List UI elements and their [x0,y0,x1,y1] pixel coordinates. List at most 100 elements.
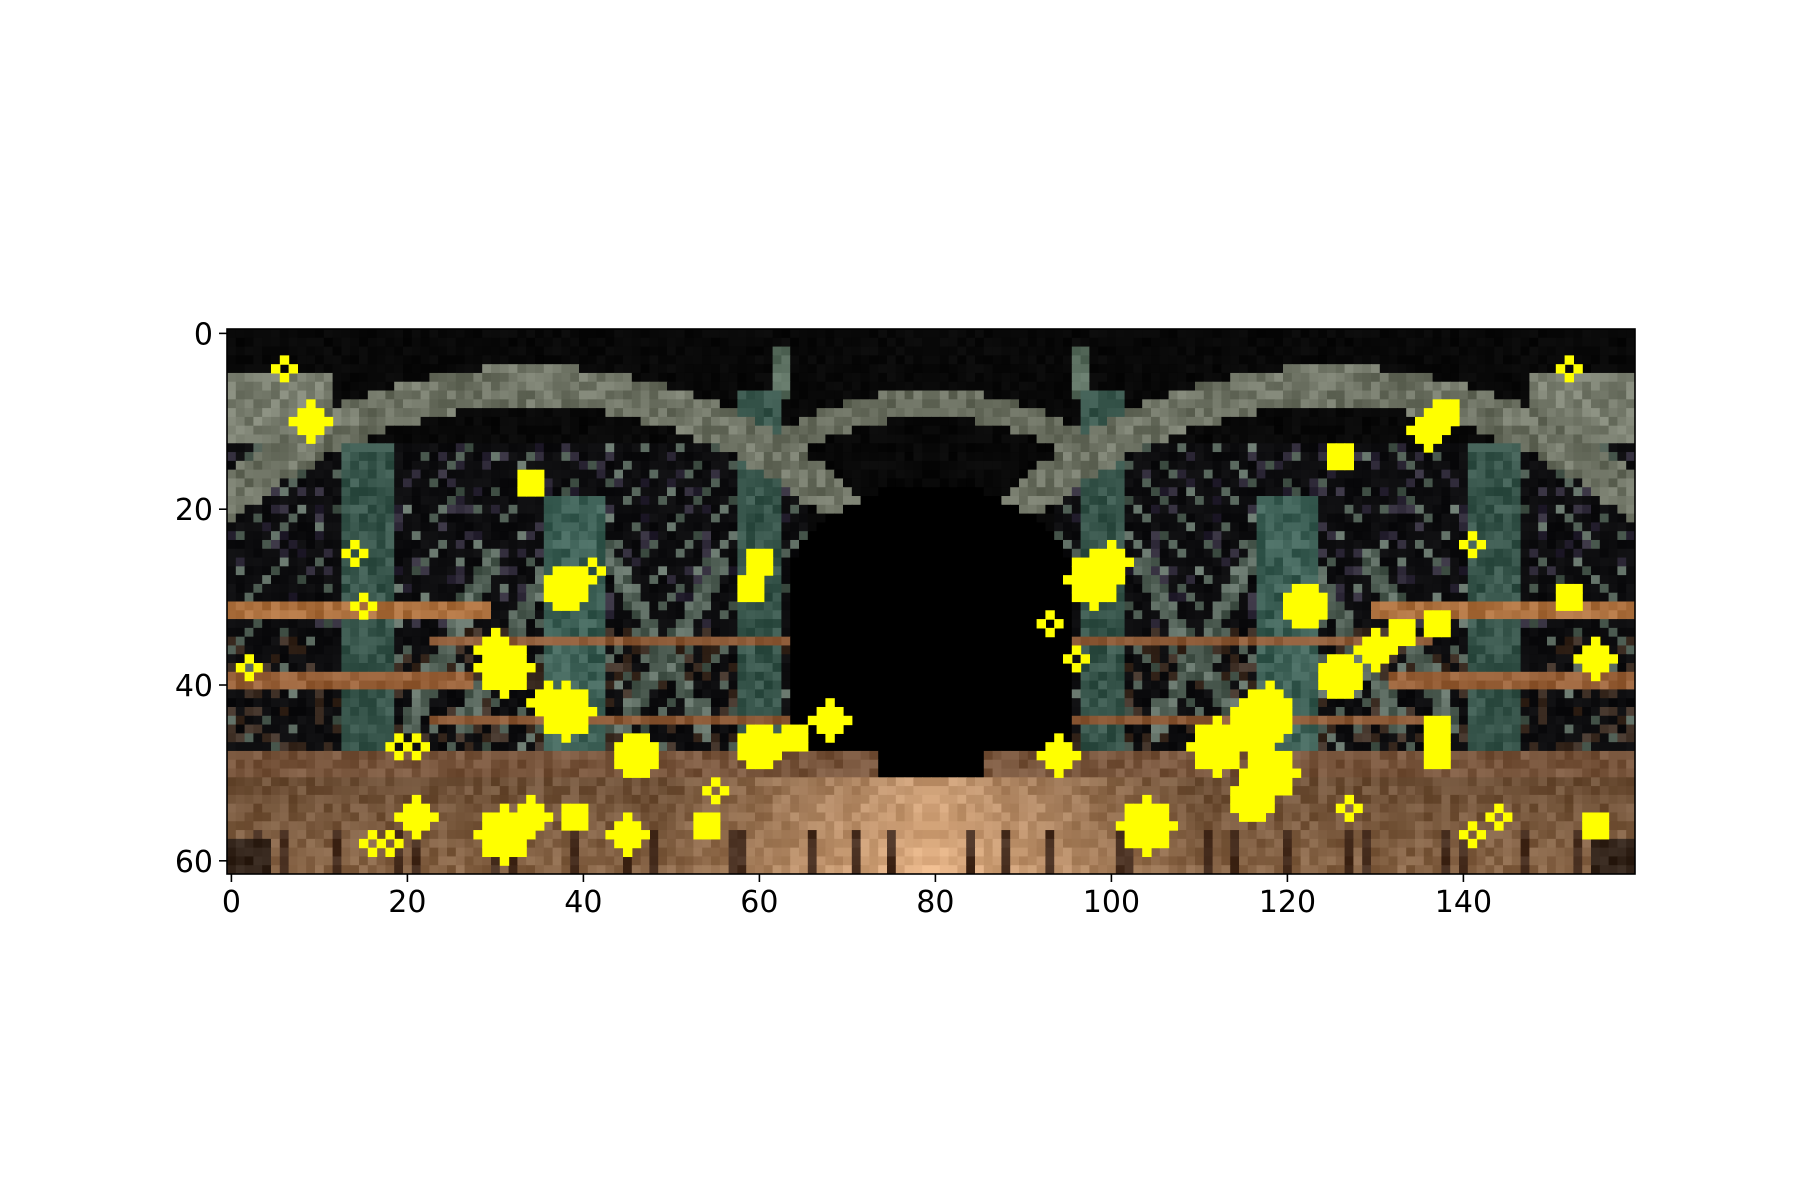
overlay-pixel [1591,636,1601,647]
overlay-pixel [1441,610,1451,620]
overlay-pixel [570,706,580,717]
overlay-pixel [517,469,527,480]
overlay-pixel [1344,452,1354,462]
overlay-pixel [702,786,712,796]
overlay-pixel [746,548,756,559]
overlay-pixel [755,548,765,559]
overlay-pixel [1221,750,1231,761]
overlay-pixel [1406,627,1416,638]
overlay-pixel [306,399,316,409]
overlay-pixel [711,812,721,822]
overlay-pixel [561,715,571,726]
overlay-pixel [411,794,422,805]
overlay-pixel [1247,812,1258,822]
overlay-pixel [517,830,527,840]
overlay-pixel [1151,830,1161,840]
overlay-pixel [543,689,554,699]
overlay-pixel [367,601,378,611]
overlay-pixel [693,821,703,831]
overlay-pixel [1168,821,1178,831]
overlay-pixel [1441,742,1451,752]
x-tick-label: 40 [564,885,602,920]
overlay-pixel [499,636,510,647]
overlay-pixel [1432,408,1442,418]
overlay-pixel [746,759,756,770]
overlay-pixel [1441,416,1451,427]
overlay-pixel [1230,706,1240,717]
overlay-pixel [482,636,492,647]
overlay-pixel [1265,759,1275,770]
overlay-pixel [1133,821,1143,831]
overlay-pixel [614,742,624,752]
overlay-pixel [1291,619,1302,629]
overlay-pixel [543,724,554,734]
overlay-pixel [1283,610,1293,620]
overlay-pixel [623,733,633,743]
overlay-pixel [1115,821,1126,831]
overlay-pixel [411,803,422,814]
overlay-pixel [403,742,413,752]
overlay-pixel [1265,794,1275,805]
overlay-pixel [1555,601,1566,611]
overlay-pixel [1327,671,1337,682]
overlay-pixel [834,724,844,734]
overlay-pixel [1335,663,1346,673]
overlay-pixel [1476,830,1486,840]
overlay-pixel [561,706,571,717]
overlay-pixel [1432,627,1442,638]
overlay-pixel [1274,759,1284,770]
overlay-pixel [1423,733,1434,743]
overlay-pixel [1344,812,1354,822]
overlay-pixel [244,671,254,682]
overlay-pixel [755,592,765,603]
overlay-pixel [420,803,430,814]
overlay-pixel [1432,759,1442,770]
overlay-pixel [1159,830,1170,840]
overlay-pixel [1283,786,1293,796]
overlay-pixel [526,469,536,480]
overlay-pixel [834,706,844,717]
overlay-pixel [1362,645,1372,655]
overlay-pixel [1555,364,1566,374]
overlay-pixel [1432,619,1442,629]
overlay-pixel [1582,830,1592,840]
overlay-pixel [1371,627,1381,638]
overlay-pixel [1591,654,1601,664]
overlay-pixel [482,830,492,840]
overlay-pixel [1239,698,1249,708]
overlay-pixel [1344,671,1354,682]
overlay-pixel [1599,821,1610,831]
overlay-pixel [526,663,536,673]
overlay-pixel [1221,759,1231,770]
overlay-pixel [517,671,527,682]
overlay-pixel [508,645,518,655]
overlay-pixel [631,750,642,761]
overlay-pixel [1247,706,1258,717]
overlay-pixel [1573,601,1583,611]
overlay-pixel [1327,460,1337,471]
overlay-pixel [1265,786,1275,796]
overlay-pixel [1212,768,1222,778]
overlay-pixel [1441,750,1451,761]
overlay-pixel [359,610,369,620]
overlay-pixel [816,724,826,734]
overlay-pixel [1256,777,1266,787]
overlay-pixel [570,575,580,585]
overlay-pixel [1291,592,1302,603]
overlay-pixel [517,803,527,814]
overlay-pixel [763,548,774,559]
overlay-pixel [763,724,774,734]
overlay-pixel [508,821,518,831]
x-tick-label: 60 [740,885,778,920]
overlay-pixel [1432,416,1442,427]
overlay-pixel [702,821,712,831]
overlay-pixel [1300,619,1310,629]
overlay-pixel [1441,408,1451,418]
overlay-pixel [1142,838,1152,849]
overlay-pixel [1485,812,1495,822]
overlay-pixel [1036,619,1046,629]
overlay-pixel [711,777,721,787]
overlay-pixel [561,698,571,708]
overlay-pixel [799,724,809,734]
overlay-pixel [1415,434,1425,444]
